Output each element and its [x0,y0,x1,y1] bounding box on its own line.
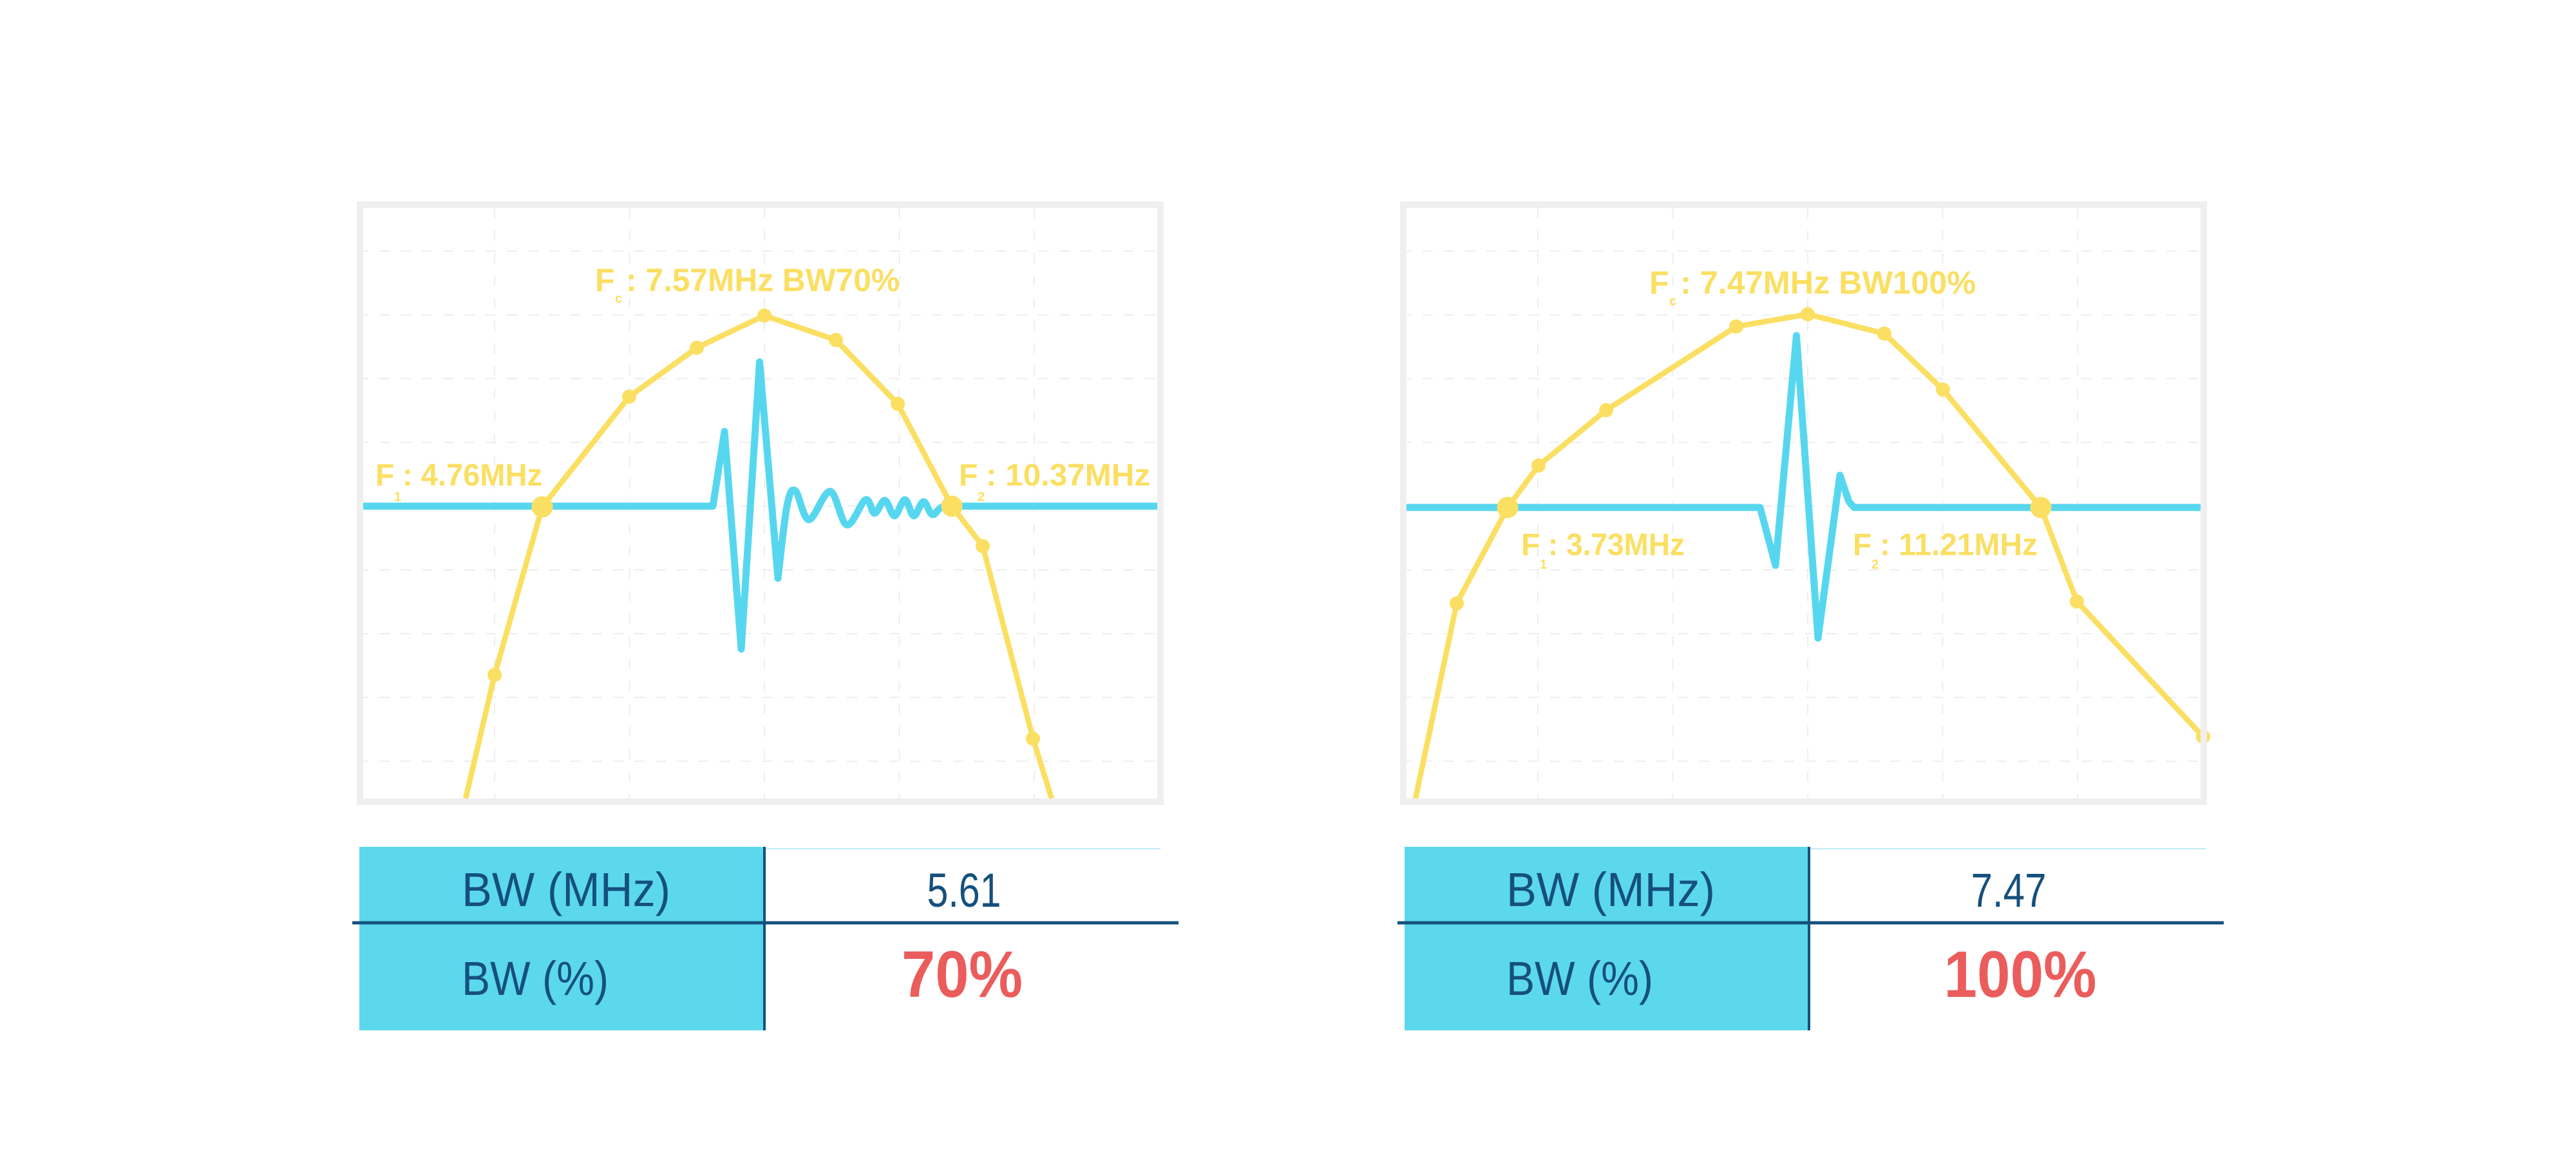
svg-text:5.61: 5.61 [927,864,1001,917]
svg-text:: 7.57MHz BW70%: : 7.57MHz BW70% [626,262,900,298]
svg-text:BW (%): BW (%) [462,952,609,1005]
svg-text:F: F [1853,528,1871,562]
svg-text:F: F [959,459,978,493]
svg-text:F: F [1521,528,1540,562]
svg-text:2: 2 [978,490,985,504]
svg-text:: 3.73MHz: : 3.73MHz [1548,528,1685,562]
svg-text:c: c [1669,294,1676,308]
svg-text:1: 1 [1540,558,1547,572]
svg-text:BW (%): BW (%) [1506,952,1653,1005]
svg-text:BW (MHz): BW (MHz) [462,863,670,916]
svg-text:F: F [375,459,394,493]
svg-text:F: F [595,262,615,298]
svg-text:100%: 100% [1944,938,2097,1011]
svg-text:70%: 70% [902,938,1023,1011]
svg-text:F: F [1649,265,1669,301]
svg-text:: 4.76MHz: : 4.76MHz [402,459,542,493]
svg-text:: 10.37MHz: : 10.37MHz [986,459,1150,493]
svg-text:1: 1 [394,490,401,504]
svg-text:2: 2 [1871,558,1879,572]
svg-text:: 7.47MHz BW100%: : 7.47MHz BW100% [1680,265,1976,301]
svg-text:: 11.21MHz: : 11.21MHz [1880,528,2038,562]
svg-text:c: c [615,292,622,306]
svg-text:BW (MHz): BW (MHz) [1506,863,1715,916]
svg-text:7.47: 7.47 [1971,864,2047,917]
